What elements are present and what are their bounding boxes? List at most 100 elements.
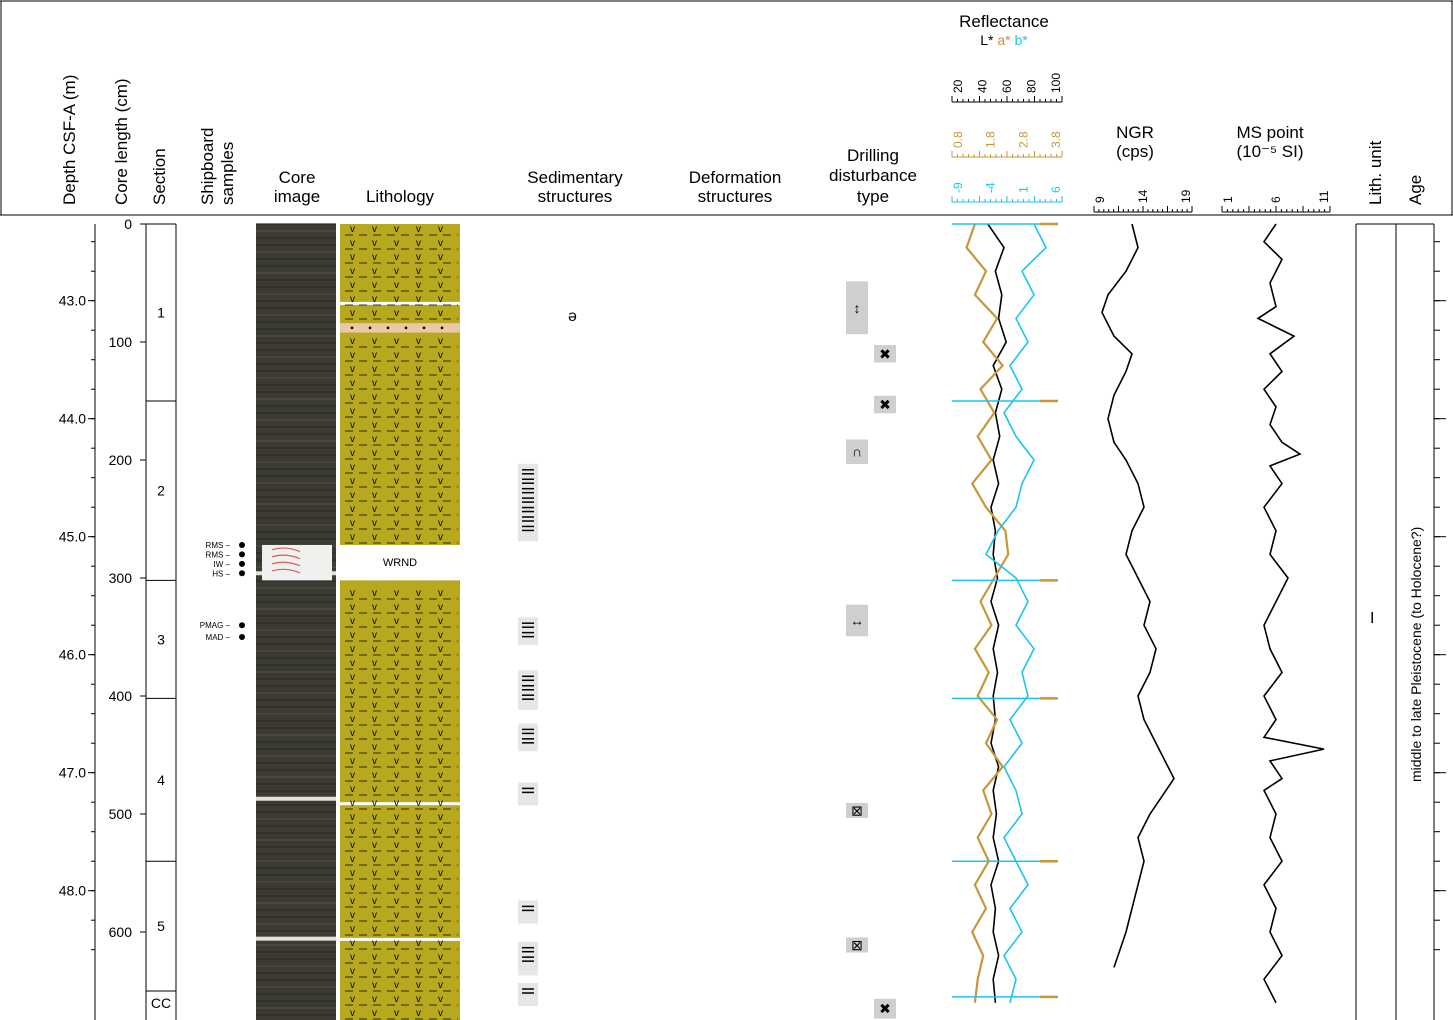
lith-v-symbol: v — [416, 770, 421, 781]
section-label: 4 — [157, 772, 165, 788]
shipboard-header-2: samples — [218, 141, 237, 205]
lith-v-symbol: v — [350, 910, 355, 921]
lith-v-symbol: v — [394, 854, 399, 865]
wrnd-mark — [271, 568, 301, 574]
lith-v-symbol: v — [438, 490, 443, 501]
lith-v-symbol: v — [394, 378, 399, 389]
lith-v-symbol: v — [416, 798, 421, 809]
lith-v-symbol: v — [350, 364, 355, 375]
lith-v-symbol: v — [394, 616, 399, 627]
lith-v-symbol: v — [350, 1008, 355, 1019]
lith-v-symbol: v — [438, 392, 443, 403]
lith-v-symbol: v — [416, 532, 421, 543]
series-l-line — [987, 223, 1008, 1003]
lith-v-symbol: v — [372, 518, 377, 529]
lith-v-symbol: v — [394, 392, 399, 403]
lith-v-symbol: v — [438, 294, 443, 305]
lith-v-symbol: v — [416, 238, 421, 249]
lith-v-symbol: v — [438, 728, 443, 739]
lith-v-symbol: v — [394, 812, 399, 823]
lith-v-symbol: v — [350, 924, 355, 935]
lith-v-symbol: v — [394, 350, 399, 361]
lith-v-symbol: v — [438, 910, 443, 921]
lith-v-symbol: v — [394, 658, 399, 669]
length-tick-label: 400 — [109, 688, 133, 704]
scale-ngr-label: 19 — [1179, 189, 1193, 203]
lithology-block-lower — [340, 580, 460, 1020]
drilling-symbol: ∩ — [852, 444, 862, 460]
lith-v-symbol: v — [394, 644, 399, 655]
lith-v-symbol: v — [416, 518, 421, 529]
lith-v-symbol: v — [394, 686, 399, 697]
lith-v-symbol: v — [372, 812, 377, 823]
lith-v-symbol: v — [394, 952, 399, 963]
lith-v-symbol: v — [416, 896, 421, 907]
lith-v-symbol: v — [372, 616, 377, 627]
lith-v-symbol: v — [350, 826, 355, 837]
sample-dot — [239, 541, 245, 548]
sample-label: RMS – — [206, 550, 231, 559]
lith-v-symbol: v — [438, 350, 443, 361]
lith-v-symbol: v — [394, 364, 399, 375]
lith-v-symbol: v — [350, 252, 355, 263]
lith-v-symbol: v — [438, 770, 443, 781]
lith-v-symbol: v — [438, 224, 443, 235]
lith-v-symbol: v — [372, 406, 377, 417]
lith-v-symbol: v — [416, 658, 421, 669]
lith-v-symbol: v — [350, 952, 355, 963]
lith-v-symbol: v — [438, 686, 443, 697]
lith-v-symbol: v — [416, 336, 421, 347]
wrnd-label: WRND — [382, 557, 418, 569]
def-structures-header-1: Deformation — [688, 168, 782, 187]
scale-a-label: 2.8 — [1016, 131, 1030, 148]
lith-v-symbol: v — [350, 350, 355, 361]
lith-v-symbol: v — [438, 994, 443, 1005]
lith-v-symbol: v — [372, 798, 377, 809]
lith-v-symbol: v — [350, 672, 355, 683]
drilling-box — [874, 395, 896, 414]
lith-v-symbol: v — [438, 882, 443, 893]
lith-v-symbol: v — [394, 518, 399, 529]
section-label: 3 — [157, 631, 165, 647]
sample-dot — [239, 551, 245, 558]
lith-v-symbol: v — [416, 476, 421, 487]
scale-L-label: 40 — [976, 79, 990, 93]
lith-v-symbol: v — [438, 896, 443, 907]
lith-v-symbol: v — [438, 602, 443, 613]
lith-v-symbol: v — [350, 812, 355, 823]
wrnd-mark — [271, 561, 301, 567]
wrnd-mark — [271, 554, 301, 560]
lith-v-symbol: v — [438, 966, 443, 977]
section-header: Section — [150, 148, 169, 205]
lith-v-symbol: v — [438, 378, 443, 389]
lith-v-symbol: v — [394, 266, 399, 277]
lith-v-symbol: v — [416, 406, 421, 417]
lith-v-symbol: v — [350, 658, 355, 669]
lith-v-symbol: v — [416, 378, 421, 389]
sed-structure-box — [518, 983, 538, 1007]
lith-v-symbol: v — [350, 616, 355, 627]
lith-v-symbol: v — [394, 868, 399, 879]
sand-dot — [350, 326, 354, 330]
lith-v-symbol: v — [372, 938, 377, 949]
scale-ms-label: 1 — [1221, 196, 1235, 203]
lith-v-symbol: v — [438, 266, 443, 277]
lith-v-symbol: v — [372, 392, 377, 403]
depth-header: Depth CSF-A (m) — [60, 74, 79, 205]
lith-v-symbol: v — [438, 406, 443, 417]
lith-v-symbol: v — [350, 938, 355, 949]
lith-v-symbol: v — [372, 280, 377, 291]
lith-v-symbol: v — [438, 784, 443, 795]
scale-b-label: 1 — [1016, 186, 1030, 193]
lith-v-symbol: v — [438, 868, 443, 879]
reflectance-header: Reflectance — [959, 12, 1049, 31]
lith-v-symbol: v — [350, 420, 355, 431]
lith-v-symbol: v — [372, 714, 377, 725]
core-image-header-1: Core — [278, 168, 316, 187]
lith-v-symbol: v — [394, 602, 399, 613]
lith-v-symbol: v — [372, 476, 377, 487]
drilling-symbol: ⊠ — [851, 937, 863, 953]
lith-v-symbol: v — [372, 630, 377, 641]
lith-v-symbol: v — [438, 420, 443, 431]
scale-L-label: 100 — [1049, 73, 1063, 93]
